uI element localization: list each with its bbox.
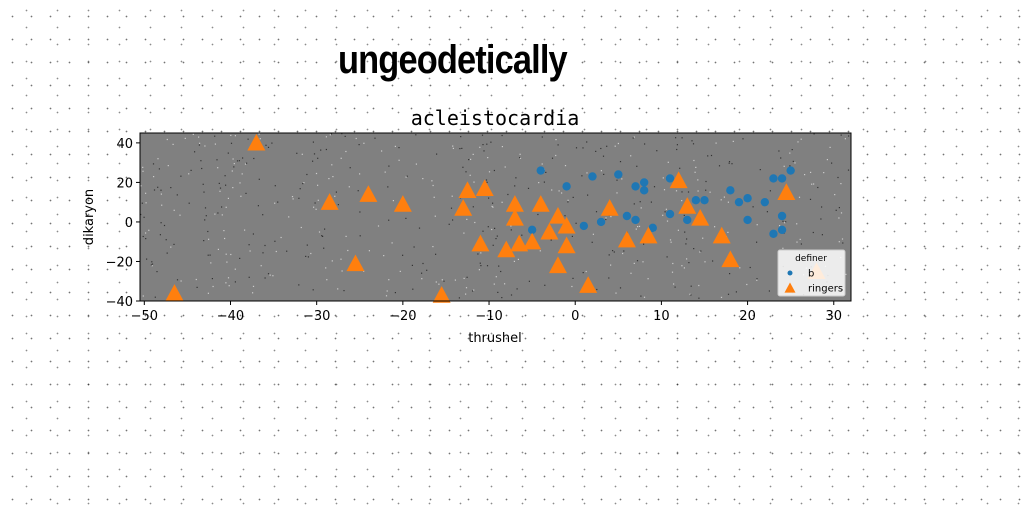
ringers-point	[458, 181, 477, 198]
b-point	[665, 209, 675, 219]
ringers-point	[721, 250, 740, 268]
ringers-point	[523, 232, 542, 250]
b-point	[562, 182, 571, 191]
b-point	[743, 215, 752, 225]
page-headline: ungeodetically	[338, 38, 568, 82]
x-axis: −50 −40 −30 −20 −10 0 10 20 30	[131, 301, 842, 324]
b-point	[769, 174, 778, 183]
legend: definer b ringers	[777, 249, 846, 297]
legend-marker-ringers	[784, 282, 796, 293]
b-point	[622, 211, 632, 221]
x-axis-label: thrushel	[468, 331, 522, 346]
b-point	[777, 174, 787, 183]
x-tick-label: 10	[653, 309, 670, 324]
b-point	[536, 166, 545, 175]
x-tick-label: −50	[131, 309, 158, 324]
ringers-point	[617, 230, 636, 248]
ringers-point	[471, 234, 490, 252]
b-point	[769, 229, 778, 238]
legend-label-ringers: ringers	[808, 284, 843, 295]
ringers-point	[475, 179, 494, 196]
b-point	[596, 217, 606, 227]
ringers-point	[247, 133, 266, 151]
ringers-point	[510, 234, 529, 252]
b-point	[743, 194, 752, 203]
points-layer	[165, 133, 826, 303]
ringers-point	[165, 284, 184, 301]
b-point	[631, 182, 640, 191]
b-point	[631, 215, 640, 225]
x-tick-label: −40	[217, 309, 244, 324]
ringers-point	[557, 216, 576, 234]
b-point	[683, 215, 692, 225]
x-tick-label: 0	[571, 309, 579, 324]
b-point	[777, 225, 787, 235]
ringers-point	[600, 199, 619, 216]
ringers-point	[531, 195, 550, 212]
y-tick-label: 40	[116, 137, 133, 152]
ringers-point	[540, 222, 559, 240]
b-point	[691, 196, 701, 205]
ringers-point	[639, 226, 658, 244]
ringers-point	[669, 171, 688, 189]
y-axis: −40 −20 0 20 40	[106, 137, 140, 310]
legend-label-b: b	[808, 269, 814, 280]
chart-title: acleistocardia	[411, 106, 580, 130]
ringers-point	[432, 286, 451, 303]
y-tick-label: −40	[106, 295, 133, 310]
ringers-point	[548, 256, 567, 274]
x-tick-label: −10	[475, 309, 502, 324]
ringers-point	[393, 195, 412, 212]
ringers-point	[320, 193, 339, 210]
b-point	[588, 172, 597, 181]
y-tick-label: 0	[125, 216, 133, 231]
legend-items: b ringers	[784, 269, 843, 295]
legend-title: definer	[795, 254, 827, 264]
b-point	[648, 223, 657, 233]
legend-box	[777, 249, 846, 297]
x-tick-label: 30	[825, 309, 842, 324]
ringers-point	[454, 199, 473, 216]
ringers-point	[359, 185, 378, 202]
plot-area	[140, 133, 851, 301]
b-point	[579, 221, 589, 231]
b-point	[665, 174, 675, 183]
b-point	[760, 197, 770, 207]
y-tick-label: −20	[106, 255, 133, 270]
b-point	[777, 211, 787, 221]
b-point	[700, 196, 709, 205]
ringers-point	[557, 236, 576, 254]
ringers-point	[505, 195, 524, 212]
ringers-point	[505, 208, 524, 226]
ringers-point	[678, 197, 697, 214]
b-point	[639, 178, 649, 187]
ringers-point	[497, 240, 516, 258]
ringers-point	[691, 208, 710, 226]
y-axis-label: dikaryon	[82, 189, 97, 245]
b-point	[726, 186, 735, 195]
x-tick-label: 20	[739, 309, 756, 324]
x-tick-label: −20	[389, 309, 416, 324]
b-point	[614, 170, 623, 179]
ringers-point	[579, 276, 598, 293]
legend-marker-b	[787, 270, 793, 276]
b-point	[734, 197, 744, 207]
y-tick-label: 20	[116, 176, 133, 191]
ringers-point	[712, 226, 731, 244]
ringers-point	[777, 183, 796, 200]
plot-frame	[139, 132, 852, 302]
ringers-point	[346, 254, 365, 272]
b-point	[786, 166, 795, 175]
b-point	[639, 186, 649, 195]
b-point	[527, 225, 537, 235]
ringers-point	[548, 207, 567, 224]
x-tick-label: −30	[303, 309, 330, 324]
